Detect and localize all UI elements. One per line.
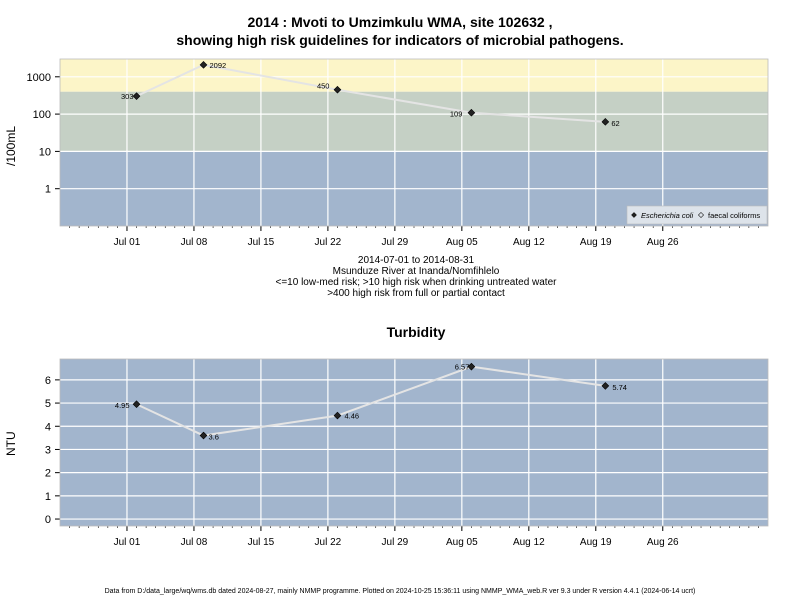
micro-data-point-3 xyxy=(333,85,342,94)
micro-data-label-3: 450 xyxy=(317,82,330,91)
micro-x-tick-label-9: Aug 26 xyxy=(647,237,679,248)
turbidity-data-label-3: 4.46 xyxy=(344,412,359,421)
caption-line-3: <=10 low-med risk; >10 high risk when dr… xyxy=(275,277,557,288)
micro-data-label-2: 2092 xyxy=(210,61,227,70)
caption-line-1: 2014-07-01 to 2014-08-31 xyxy=(357,255,475,266)
turbidity-plot-background xyxy=(60,359,768,526)
turbidity-x-tick-label-1: Jul 01 xyxy=(114,537,141,548)
legend-label-faecal: faecal coliforms xyxy=(708,211,760,220)
micro-x-tick-label-2: Jul 08 xyxy=(181,237,208,248)
micro-x-tick-label-7: Aug 12 xyxy=(513,237,545,248)
turbidity-data-point-3 xyxy=(333,411,342,420)
turbidity-title: Turbidity xyxy=(386,324,446,340)
micro-x-tick-label-6: Aug 05 xyxy=(446,237,478,248)
legend-label-ecoli: Escherichia coli xyxy=(641,211,693,220)
micro-y-tick-label-2: 10 xyxy=(39,146,51,158)
turbidity-y-tick-label-5: 4 xyxy=(45,421,51,433)
chart-subtitle: showing high risk guidelines for indicat… xyxy=(176,32,624,48)
legend-marker-faecal xyxy=(697,211,705,219)
turbidity-data-label-2: 3.6 xyxy=(209,433,219,442)
micro-x-tick-label-8: Aug 19 xyxy=(580,237,612,248)
turbidity-y-tick-label-4: 3 xyxy=(45,444,51,456)
turbidity-x-tick-label-5: Jul 29 xyxy=(382,537,409,548)
turbidity-x-tick-label-4: Jul 22 xyxy=(315,537,342,548)
micro-risk-band-2 xyxy=(60,91,768,152)
micro-data-point-2 xyxy=(199,61,208,69)
micro-x-tick-label-3: Jul 15 xyxy=(248,237,275,248)
micro-x-tick-label-1: Jul 01 xyxy=(114,237,141,248)
turbidity-y-tick-label-1: 0 xyxy=(45,514,51,526)
turbidity-y-tick-label-2: 1 xyxy=(45,491,51,503)
turbidity-y-tick-label-3: 2 xyxy=(45,468,51,480)
micro-data-point-1 xyxy=(132,92,141,100)
micro-y-tick-label-4: 1000 xyxy=(27,72,51,84)
turbidity-x-tick-label-9: Aug 26 xyxy=(647,537,679,548)
legend-box xyxy=(626,205,768,225)
turbidity-plot-frame xyxy=(59,358,769,527)
turbidity-x-tick-label-3: Jul 15 xyxy=(248,537,275,548)
turbidity-y-tick-label-6: 5 xyxy=(45,398,51,410)
caption-line-4: >400 high risk from full or partial cont… xyxy=(327,288,505,299)
caption-line-2: Msunduze River at Inanda/Nomfihlelo xyxy=(332,266,500,277)
chart-title: 2014 : Mvoti to Umzimkulu WMA, site 1026… xyxy=(247,14,553,30)
turbidity-x-tick-label-7: Aug 12 xyxy=(513,537,545,548)
footer-note: Data from D:/data_large/wq/wms.db dated … xyxy=(104,588,696,595)
turbidity-data-label-4: 6.57 xyxy=(455,363,470,372)
micro-data-point-4 xyxy=(467,108,476,117)
micro-y-tick-label-3: 100 xyxy=(33,109,51,121)
micro-data-label-5: 62 xyxy=(611,119,619,128)
turbidity-x-tick-label-2: Jul 08 xyxy=(181,537,208,548)
turbidity-data-point-2 xyxy=(199,431,208,440)
micro-data-label-1: 303 xyxy=(121,92,134,101)
turbidity-y-tick-label-7: 6 xyxy=(45,375,51,387)
micro-plot-frame xyxy=(59,58,769,227)
turbidity-data-point-5 xyxy=(601,382,610,390)
turbidity-data-point-1 xyxy=(132,400,141,409)
micro-x-tick-label-5: Jul 29 xyxy=(382,237,409,248)
turbidity-data-label-5: 5.74 xyxy=(612,383,627,392)
turbidity-x-tick-label-6: Aug 05 xyxy=(446,537,478,548)
turbidity-data-label-1: 4.95 xyxy=(115,401,130,410)
turbidity-data-point-4 xyxy=(467,362,476,371)
turbidity-x-tick-label-8: Aug 19 xyxy=(580,537,612,548)
micro-y-tick-label-1: 1 xyxy=(45,184,51,196)
micro-x-tick-label-4: Jul 22 xyxy=(315,237,342,248)
micro-data-point-5 xyxy=(601,118,610,126)
micro-data-label-4: 109 xyxy=(450,110,463,119)
legend-marker-ecoli xyxy=(631,212,637,218)
micro-risk-band-3 xyxy=(60,59,768,92)
